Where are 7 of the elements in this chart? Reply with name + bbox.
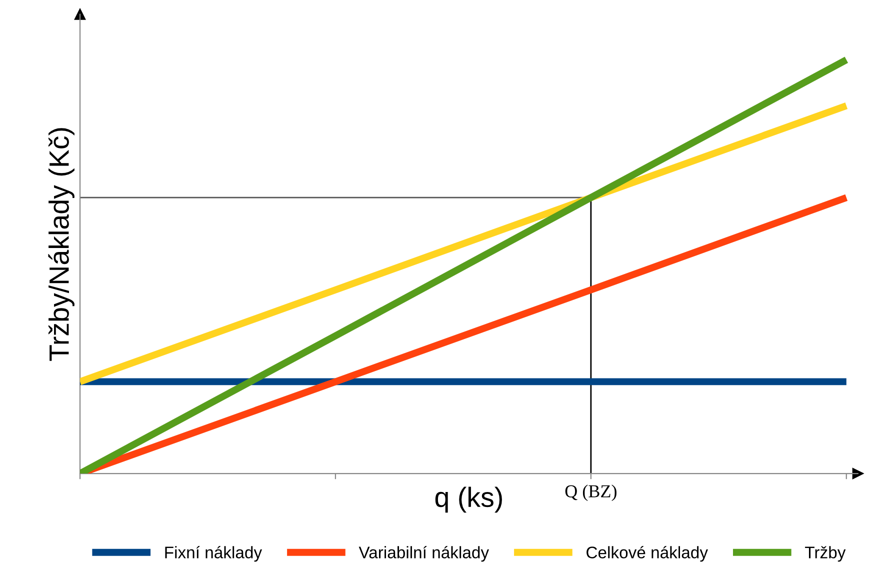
x-axis-title: q (ks) xyxy=(435,486,502,513)
y-axis-title: Tržby/Náklady (Kč) xyxy=(48,128,74,361)
legend-label: Tržby xyxy=(805,546,846,562)
legend-label: Variabilní náklady xyxy=(358,546,490,562)
legend-label: Fixní náklady xyxy=(165,546,262,562)
legend-label: Celkové náklady xyxy=(586,546,708,562)
text: Q (BZ) xyxy=(565,484,616,502)
